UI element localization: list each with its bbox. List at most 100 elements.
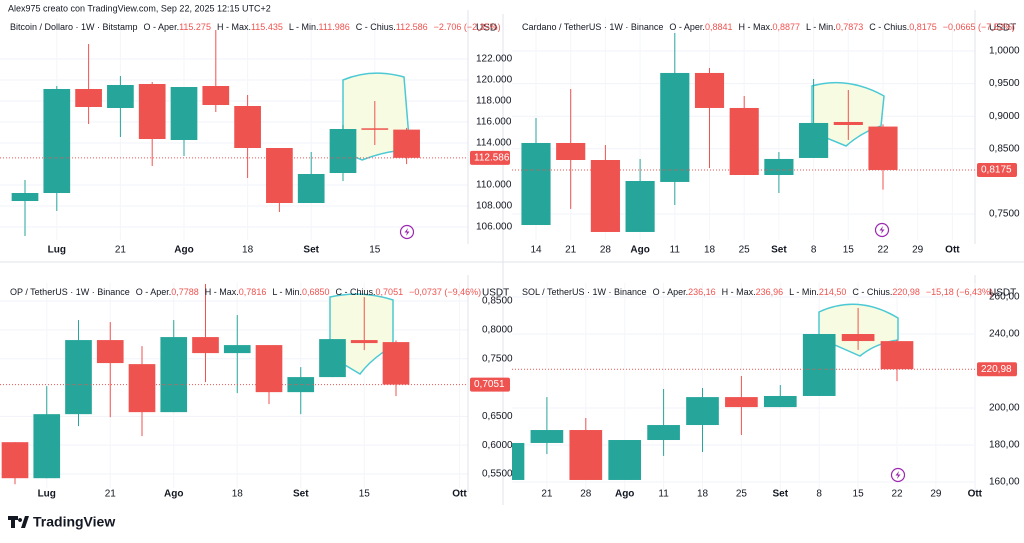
candle-body [65, 340, 92, 415]
candle-body [11, 193, 39, 202]
candle-body [729, 107, 759, 175]
x-tick-label: Ago [174, 245, 193, 256]
ohlc-label: H - Max. [217, 22, 251, 32]
candle-body [694, 72, 725, 108]
y-tick-label: 160,00 [989, 477, 1020, 488]
ohlc-label: C - Chius. [336, 287, 376, 297]
chart-title: SOL / TetherUS · 1W · Binance [522, 287, 647, 297]
ohlc-value: 0,8877 [772, 22, 800, 32]
y-tick-label: 180,00 [989, 440, 1020, 451]
footer-brand: TradingView [33, 514, 115, 530]
ohlc-value: 236,16 [688, 287, 716, 297]
event-bolt [404, 228, 410, 236]
y-tick-label: 0,8500 [482, 296, 513, 307]
x-tick-label: Lug [48, 245, 66, 256]
x-tick-label: 21 [541, 489, 553, 500]
ohlc-label: H - Max. [205, 287, 239, 297]
candle-body [75, 89, 102, 107]
ohlc-value: 0,6850 [302, 287, 330, 297]
y-tick-label: 0,8500 [989, 143, 1020, 154]
candles [1, 284, 410, 485]
candle-body [255, 345, 283, 393]
ohlc-value: 111.986 [319, 22, 350, 32]
chart-panel: 260,00 240,00 200,00 180,00 160,00 USDT 21 28 Ag… [512, 275, 1020, 500]
x-tick-label: Lug [38, 489, 56, 500]
ohlc-value: 214,50 [819, 287, 847, 297]
change: −2.706 (−2,35%) [434, 22, 501, 32]
x-tick-label: 15 [369, 245, 381, 256]
last-price-label: 0,7051 [474, 379, 505, 390]
ohlc-value: 112.586 [396, 22, 428, 32]
x-tick-label: 15 [843, 245, 855, 256]
x-tick-label: 21 [565, 245, 577, 256]
ohlc-label: H - Max. [722, 287, 756, 297]
candles [521, 32, 898, 232]
candle-body [192, 337, 219, 354]
y-tick-label: 0,8000 [482, 325, 513, 336]
candle-body [361, 128, 389, 130]
candle-body [128, 364, 156, 413]
chart-header: SOL / TetherUS · 1W · Binance O - Aper.23… [522, 287, 993, 297]
ohlc-value: 236,96 [756, 287, 784, 297]
x-tick-label: 25 [736, 489, 748, 500]
ohlc-label: O - Aper. [669, 22, 705, 32]
x-tick-label: 29 [912, 245, 924, 256]
last-price-box [470, 150, 510, 165]
candle-body [1, 442, 29, 479]
x-tick-label: 29 [930, 489, 942, 500]
ohlc-label: O - Aper. [653, 287, 689, 297]
chart-header: Cardano / TetherUS · 1W · Binance O - Ape… [522, 22, 1015, 32]
ohlc-label: C - Chius. [356, 22, 396, 32]
candle-body [802, 334, 836, 396]
x-tick-label: Ott [968, 489, 983, 500]
x-tick-label: Ott [945, 245, 960, 256]
candle-body [160, 337, 188, 413]
y-tick-label: 0,9000 [989, 111, 1020, 122]
chart-title: OP / TetherUS · 1W · Binance [10, 287, 130, 297]
ohlc-value: 0,7873 [836, 22, 864, 32]
event-bolt [879, 226, 885, 234]
y-tick-label: 0,6500 [482, 411, 513, 422]
candle-body [763, 395, 797, 408]
candle-body [223, 345, 251, 354]
y-tick-label: 116.000 [476, 117, 512, 128]
candle-body [202, 85, 230, 106]
ohlc-value: 0,8175 [909, 22, 937, 32]
ohlc-label: O - Aper. [136, 287, 172, 297]
y-unit: USDT [989, 288, 1016, 299]
ohlc-label: O - Aper. [144, 22, 180, 32]
x-tick-label: 28 [580, 489, 592, 500]
y-unit: USDT [989, 23, 1016, 34]
candle-body [799, 122, 829, 158]
x-tick-label: 15 [359, 489, 371, 500]
candles [512, 307, 914, 480]
chart-header: Bitcoin / Dollaro · 1W · Bitstamp O - Ape… [10, 22, 501, 32]
y-tick-label: 118.000 [476, 96, 512, 107]
x-tick-label: Ago [164, 489, 183, 500]
y-tick-label: 240,00 [989, 329, 1020, 340]
ohlc-label: C - Chius. [852, 287, 892, 297]
x-tick-label: 18 [232, 489, 244, 500]
y-tick-label: 0,7500 [482, 353, 513, 364]
candle-body [33, 414, 61, 479]
ohlc-label: H - Max. [738, 22, 772, 32]
y-tick-label: 110.000 [476, 180, 512, 191]
candle-body [868, 126, 898, 170]
candle-body [382, 342, 410, 385]
x-tick-label: 22 [891, 489, 903, 500]
x-tick-label: 8 [816, 489, 822, 500]
candles [11, 30, 420, 236]
y-tick-label: 108.000 [476, 201, 513, 212]
ohlc-value: 220,98 [892, 287, 920, 297]
x-tick-label: 18 [697, 489, 709, 500]
y-tick-label: 260,00 [989, 292, 1020, 303]
header-text: Alex975 creato con TradingView.com, Sep … [8, 3, 271, 13]
candle-body [329, 129, 357, 173]
ohlc-value: 115.435 [251, 22, 283, 32]
x-tick-label: Ott [452, 489, 467, 500]
candle-body [625, 180, 655, 232]
last-price-box [977, 362, 1017, 377]
candle-body [841, 334, 875, 342]
candle-body [350, 340, 378, 344]
